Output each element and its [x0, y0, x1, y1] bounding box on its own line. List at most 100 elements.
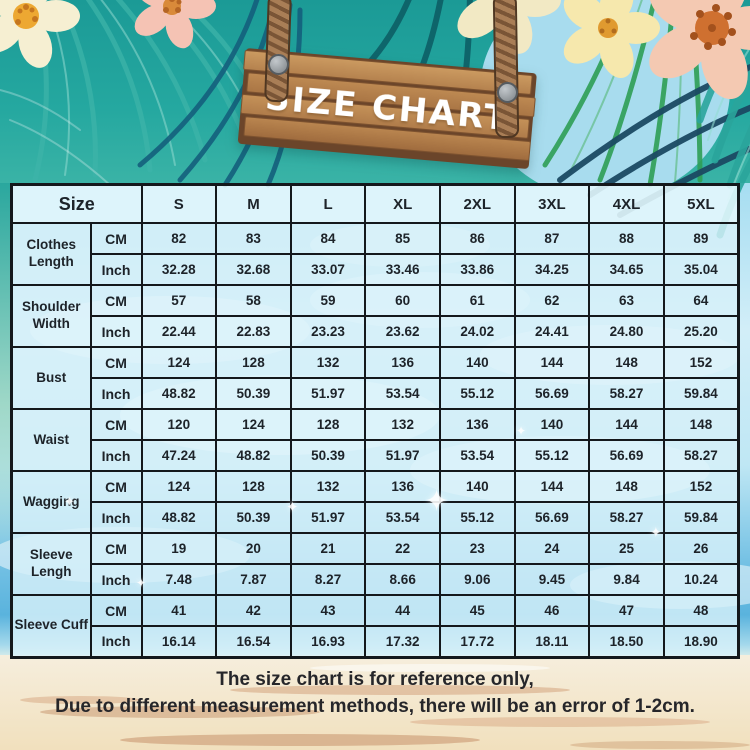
value-cell: 140	[439, 346, 516, 379]
value-cell: 85	[364, 222, 441, 255]
table-row: Sleeve Lengh CM 19 20 21 22 23 24 25 26	[10, 532, 740, 596]
table-row: Waist CM 120 124 128 132 136 140 144 148	[10, 408, 740, 472]
value-cell: 8.27	[289, 563, 367, 596]
value-cell: 148	[588, 470, 665, 503]
value-cell: 88	[588, 222, 665, 255]
value-cell: 84	[289, 222, 367, 255]
table-row: Bust CM 124 128 132 136 140 144 148 152	[10, 346, 740, 410]
value-cell: 144	[588, 408, 665, 441]
value-cell: 22.44	[140, 315, 218, 348]
value-cell: 23.62	[364, 315, 441, 348]
table-row: Inch 22.44 22.83 23.23 23.62 24.02 24.41…	[12, 315, 740, 348]
value-cell: 124	[140, 346, 218, 379]
value-cell: 18.11	[513, 625, 591, 658]
value-cell: 86	[439, 222, 516, 255]
value-cell: 56.69	[588, 439, 665, 472]
value-cell: 24	[513, 532, 591, 565]
value-cell: 58.27	[588, 501, 665, 534]
value-cell: 132	[364, 408, 441, 441]
value-cell: 32.28	[140, 253, 218, 286]
value-cell: 140	[439, 470, 516, 503]
size-header-cell: Size	[10, 183, 143, 224]
value-cell: 41	[140, 594, 218, 627]
value-cell: 47	[588, 594, 665, 627]
flower-top-left	[0, 0, 80, 68]
unit-cell: CM	[89, 532, 143, 565]
row-label: Shoulder Width	[10, 284, 92, 348]
unit-cell: Inch	[89, 501, 143, 534]
row-label: Waist	[10, 408, 92, 472]
value-cell: 9.84	[588, 563, 665, 596]
row-label: Bust	[10, 346, 92, 410]
value-cell: 33.46	[364, 253, 441, 286]
value-cell: 124	[215, 408, 292, 441]
table-row: Inch 16.14 16.54 16.93 17.32 17.72 18.11…	[12, 625, 740, 658]
value-cell: 7.87	[215, 563, 292, 596]
table-row: Wagging CM 124 128 132 136 140 144 148 1…	[10, 470, 740, 534]
value-cell: 148	[662, 408, 740, 441]
unit-cell: CM	[89, 222, 143, 255]
unit-cell: Inch	[89, 253, 143, 286]
row-label: Sleeve Lengh	[10, 532, 92, 596]
row-label: Clothes Length	[10, 222, 92, 286]
value-cell: 9.06	[439, 563, 516, 596]
value-cell: 48	[662, 594, 740, 627]
col-header: XL	[364, 183, 441, 224]
value-cell: 59.84	[662, 377, 740, 410]
rope-bolt-icon	[497, 82, 518, 103]
value-cell: 53.54	[439, 439, 516, 472]
footer-line-2: Due to different measurement methods, th…	[55, 696, 695, 717]
value-cell: 60	[364, 284, 441, 317]
value-cell: 22.83	[215, 315, 292, 348]
value-cell: 55.12	[439, 501, 516, 534]
value-cell: 24.80	[588, 315, 665, 348]
value-cell: 64	[662, 284, 740, 317]
value-cell: 10.24	[662, 563, 740, 596]
unit-cell: CM	[89, 346, 143, 379]
value-cell: 51.97	[289, 501, 367, 534]
value-cell: 23.23	[289, 315, 367, 348]
footer-line-1: The size chart is for reference only,	[216, 669, 534, 690]
unit-cell: CM	[89, 470, 143, 503]
value-cell: 144	[513, 346, 591, 379]
value-cell: 21	[289, 532, 367, 565]
value-cell: 48.82	[215, 439, 292, 472]
value-cell: 50.39	[215, 377, 292, 410]
size-table: Size S M L XL 2XL 3XL 4XL 5XL Clothes Le…	[10, 183, 740, 659]
value-cell: 26	[662, 532, 740, 565]
value-cell: 32.68	[215, 253, 292, 286]
value-cell: 58.27	[662, 439, 740, 472]
unit-cell: CM	[89, 408, 143, 441]
value-cell: 48.82	[140, 377, 218, 410]
value-cell: 132	[289, 470, 367, 503]
flower-pink-top-right	[649, 0, 750, 100]
value-cell: 23	[439, 532, 516, 565]
value-cell: 83	[215, 222, 292, 255]
value-cell: 56.69	[513, 501, 591, 534]
value-cell: 25	[588, 532, 665, 565]
value-cell: 144	[513, 470, 591, 503]
unit-cell: CM	[89, 594, 143, 627]
table-row: Sleeve Cuff CM 41 42 43 44 45 46 47 48	[10, 594, 740, 658]
value-cell: 17.72	[439, 625, 516, 658]
value-cell: 132	[289, 346, 367, 379]
value-cell: 53.54	[364, 501, 441, 534]
value-cell: 53.54	[364, 377, 441, 410]
value-cell: 61	[439, 284, 516, 317]
value-cell: 59.84	[662, 501, 740, 534]
unit-cell: Inch	[89, 625, 143, 658]
table-row: Shoulder Width CM 57 58 59 60 61 62 63 6…	[10, 284, 740, 348]
left-edge-strip	[0, 183, 11, 553]
unit-cell: Inch	[89, 377, 143, 410]
value-cell: 16.54	[215, 625, 292, 658]
value-cell: 9.45	[513, 563, 591, 596]
value-cell: 34.25	[513, 253, 591, 286]
value-cell: 56.69	[513, 377, 591, 410]
header-row: Size S M L XL 2XL 3XL 4XL 5XL	[10, 183, 740, 224]
col-header: 5XL	[662, 183, 740, 224]
unit-cell: CM	[89, 284, 143, 317]
value-cell: 57	[140, 284, 218, 317]
col-header: 3XL	[513, 183, 591, 224]
value-cell: 35.04	[662, 253, 740, 286]
value-cell: 140	[513, 408, 591, 441]
